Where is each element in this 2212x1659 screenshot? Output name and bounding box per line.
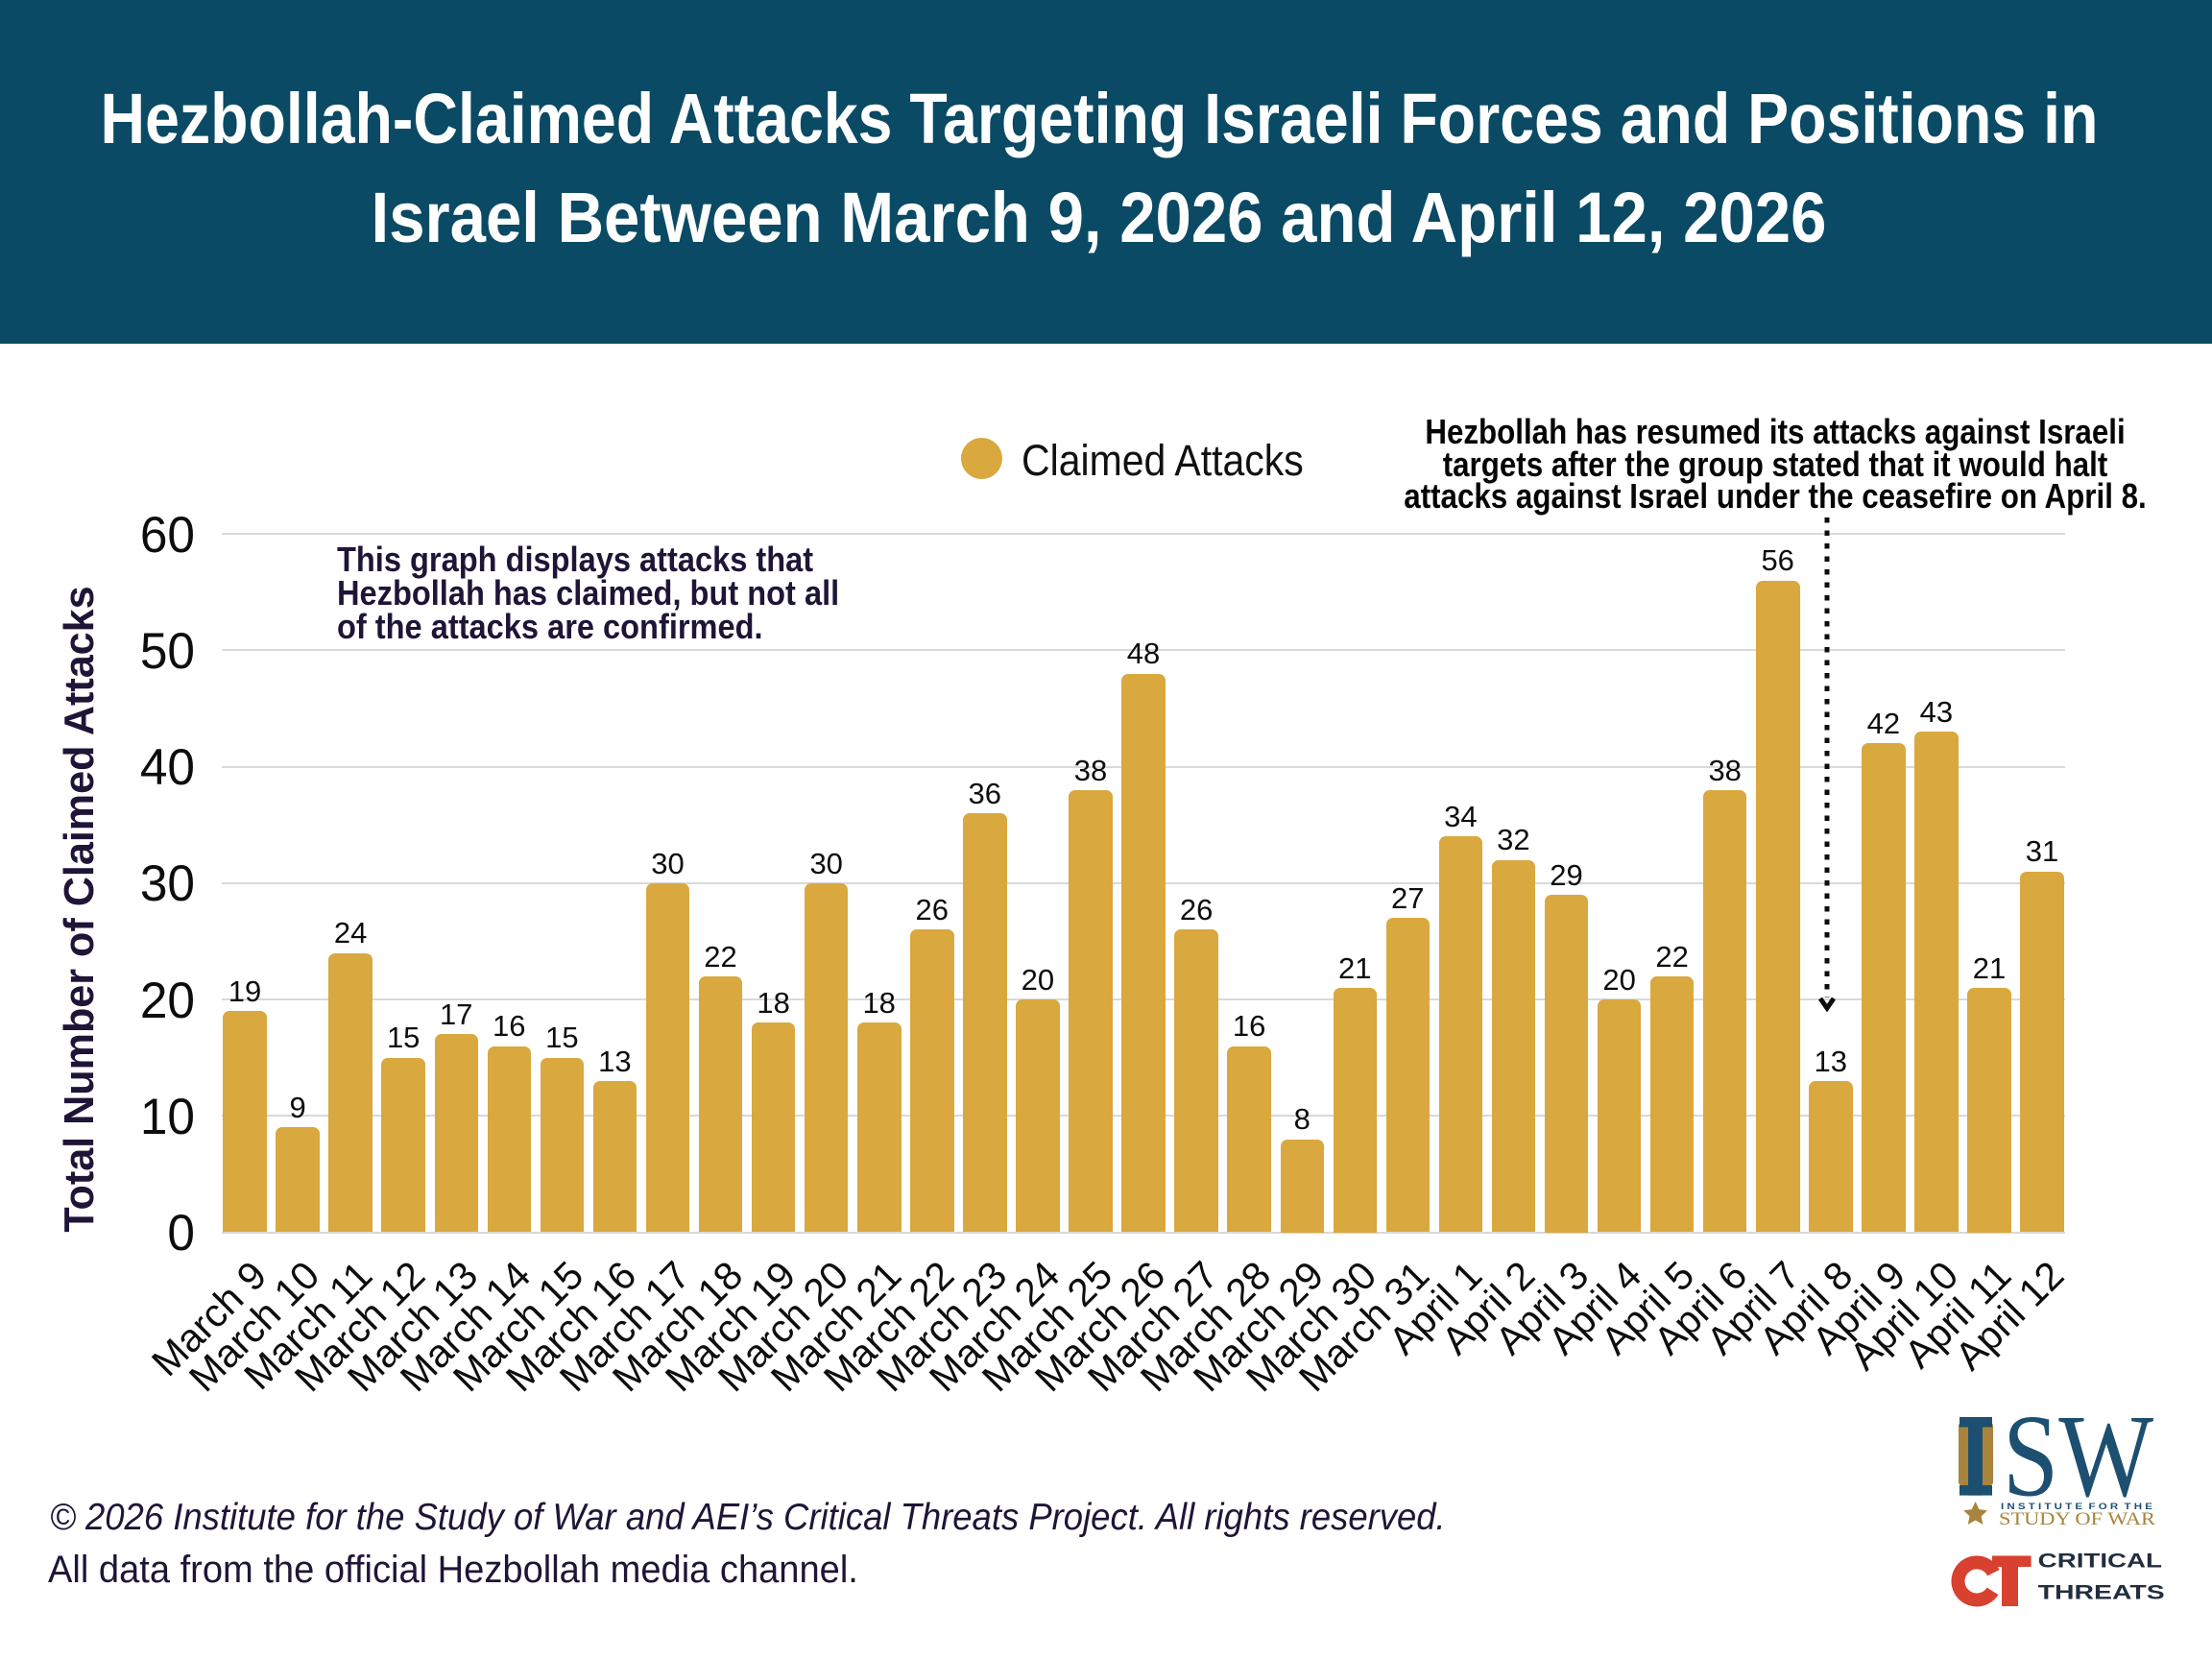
svg-text:THREATS: THREATS: [2038, 1582, 2165, 1604]
svg-text:STUDY OF WAR: STUDY OF WAR: [1999, 1509, 2155, 1529]
svg-text:CRITICAL: CRITICAL: [2038, 1551, 2163, 1573]
svg-text:SW: SW: [2003, 1407, 2153, 1522]
svg-text:I N S T I T U T E F O R T H: I N S T I T U T E F O R T H E: [2001, 1502, 2152, 1511]
